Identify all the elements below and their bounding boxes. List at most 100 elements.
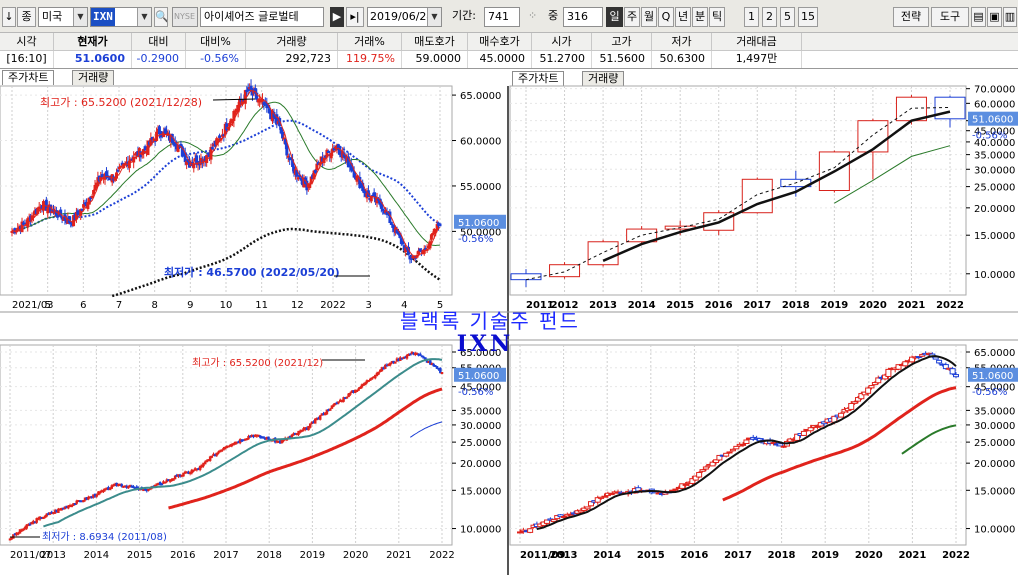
save-icon[interactable]: ▣: [987, 7, 1002, 27]
weekly-chart-candle: [107, 487, 110, 491]
daily-chart-candle: [328, 154, 332, 157]
strategy-button[interactable]: 전략: [893, 7, 929, 27]
daily-chart-candle: [135, 151, 139, 156]
monthly-chart-candle: [882, 374, 889, 380]
market-select[interactable]: 미국 ▼: [38, 7, 88, 27]
daily-chart-candle: [376, 198, 380, 201]
weekly-chart-y-tick-label: 10.0000: [460, 525, 501, 536]
weekly-chart-candle: [18, 529, 22, 534]
daily-low-annotation: 최저가 : 46.5700 (2022/05/20): [164, 265, 340, 279]
daily-chart-candle: [73, 212, 77, 221]
daily-chart-candle: [375, 197, 379, 204]
monthly-ma-alt: [901, 424, 957, 455]
open-icon[interactable]: ▤: [971, 7, 986, 27]
daily-chart-candle: [104, 171, 108, 178]
daily-chart-candle: [208, 154, 212, 157]
price-quote-bar: 시각 현재가 대비 대비% 거래량 거래% 매도호가 매수호가 시가 고가 저가…: [0, 33, 1018, 69]
daily-chart-candle: [396, 230, 400, 235]
daily-chart-candle: [288, 157, 292, 161]
daily-chart-candle: [216, 138, 220, 143]
timeframe-quarterly[interactable]: Q: [658, 7, 674, 27]
play-icon[interactable]: ▶: [330, 7, 344, 27]
symbol-input[interactable]: IXN ▼: [90, 7, 152, 27]
weekly-chart-candle: [170, 478, 174, 481]
timeframe-tick[interactable]: 틱: [709, 7, 725, 27]
tab-left-volume[interactable]: 거래량: [72, 70, 115, 85]
daily-chart-candle: [70, 223, 74, 226]
daily-chart-candle: [159, 130, 163, 138]
daily-chart-candle: [189, 163, 193, 167]
tab-left-price[interactable]: 주가차트: [2, 70, 55, 85]
weekly-chart-candle: [298, 430, 302, 433]
weekly-chart-y-tick-label: 55.0000: [460, 364, 501, 375]
print-icon[interactable]: ▥: [1003, 7, 1017, 27]
weekly-chart-candle: [354, 389, 357, 394]
daily-chart-candle: [192, 163, 196, 169]
weekly-chart-candle: [218, 450, 222, 453]
weekly-chart-candle: [90, 496, 93, 499]
tab-right-volume[interactable]: 거래량: [582, 71, 625, 86]
weekly-chart-candle: [20, 529, 23, 532]
daily-chart-candle: [190, 161, 194, 166]
weekly-chart-candle: [400, 357, 404, 360]
weekly-chart-candle: [118, 484, 122, 487]
weekly-chart-candle: [404, 356, 407, 359]
weekly-chart-candle: [434, 364, 437, 367]
timeframe-daily[interactable]: 일: [606, 7, 623, 27]
monthly-chart-x-tick-label: 2021: [898, 550, 926, 561]
interval-15[interactable]: 15: [798, 7, 818, 27]
daily-chart-candle: [418, 248, 422, 252]
monthly-chart-candle: [895, 364, 902, 370]
yearly-chart-price-tag-label: 51.0600: [972, 115, 1013, 126]
daily-chart-candle: [432, 228, 436, 235]
timeframe-yearly[interactable]: 년: [675, 7, 691, 27]
weekly-chart-candle: [152, 485, 155, 488]
monthly-chart-candle: [800, 430, 807, 436]
interval-5[interactable]: 5: [780, 7, 795, 27]
count-input[interactable]: 316: [563, 7, 603, 27]
tools-button[interactable]: 도구: [931, 7, 969, 27]
down-arrow-icon[interactable]: ↓: [2, 7, 16, 27]
weekly-chart-candle: [177, 474, 180, 477]
weekly-chart-y-tick-label: 15.0000: [460, 486, 501, 497]
next-frame-icon[interactable]: ▸|: [346, 7, 364, 27]
daily-chart-candle: [140, 152, 144, 156]
weekly-chart-candle: [163, 481, 167, 484]
daily-chart-candle: [323, 155, 327, 158]
daily-chart-candle: [179, 143, 183, 148]
weekly-chart-candle: [263, 437, 267, 440]
weekly-chart-candle: [233, 441, 237, 445]
monthly-chart-candle: [530, 524, 537, 528]
weekly-chart-candle: [127, 486, 130, 489]
daily-chart-y-tick-label: 50.0000: [460, 227, 501, 238]
search-icon[interactable]: 🔍: [154, 7, 168, 27]
weekly-chart-candle: [210, 455, 214, 458]
center-title: 블랙록 기술주 펀드: [400, 309, 580, 333]
monthly-chart-candle: [591, 500, 598, 503]
daily-chart-candle: [302, 177, 306, 188]
grid-icon[interactable]: ⁘: [528, 9, 538, 22]
daily-chart-candle: [137, 148, 141, 158]
item-type-button[interactable]: 종: [17, 7, 36, 27]
monthly-chart-candle: [662, 491, 669, 495]
period-input[interactable]: 741: [484, 7, 520, 27]
yearly-chart-y-tick-label: 10.0000: [974, 270, 1015, 281]
daily-chart-candle: [40, 205, 44, 209]
daily-chart-candle: [249, 85, 253, 92]
tab-right-price[interactable]: 주가차트: [512, 71, 565, 86]
weekly-chart-candle: [252, 435, 255, 438]
daily-chart-candle: [250, 88, 254, 96]
monthly-chart-candle: [716, 454, 723, 461]
timeframe-weekly[interactable]: 주: [624, 7, 640, 27]
monthly-chart-candle: [936, 359, 943, 364]
date-input[interactable]: 2019/06/24 ▼: [367, 7, 442, 27]
timeframe-monthly[interactable]: 월: [641, 7, 657, 27]
monthly-chart-candle: [621, 492, 628, 495]
monthly-chart-x-tick-label: 2014: [593, 550, 621, 561]
daily-chart-candle: [139, 151, 143, 158]
weekly-chart-candle: [23, 527, 27, 530]
daily-chart-candle: [30, 215, 34, 221]
interval-2[interactable]: 2: [762, 7, 777, 27]
timeframe-minute[interactable]: 분: [692, 7, 708, 27]
interval-1[interactable]: 1: [744, 7, 759, 27]
